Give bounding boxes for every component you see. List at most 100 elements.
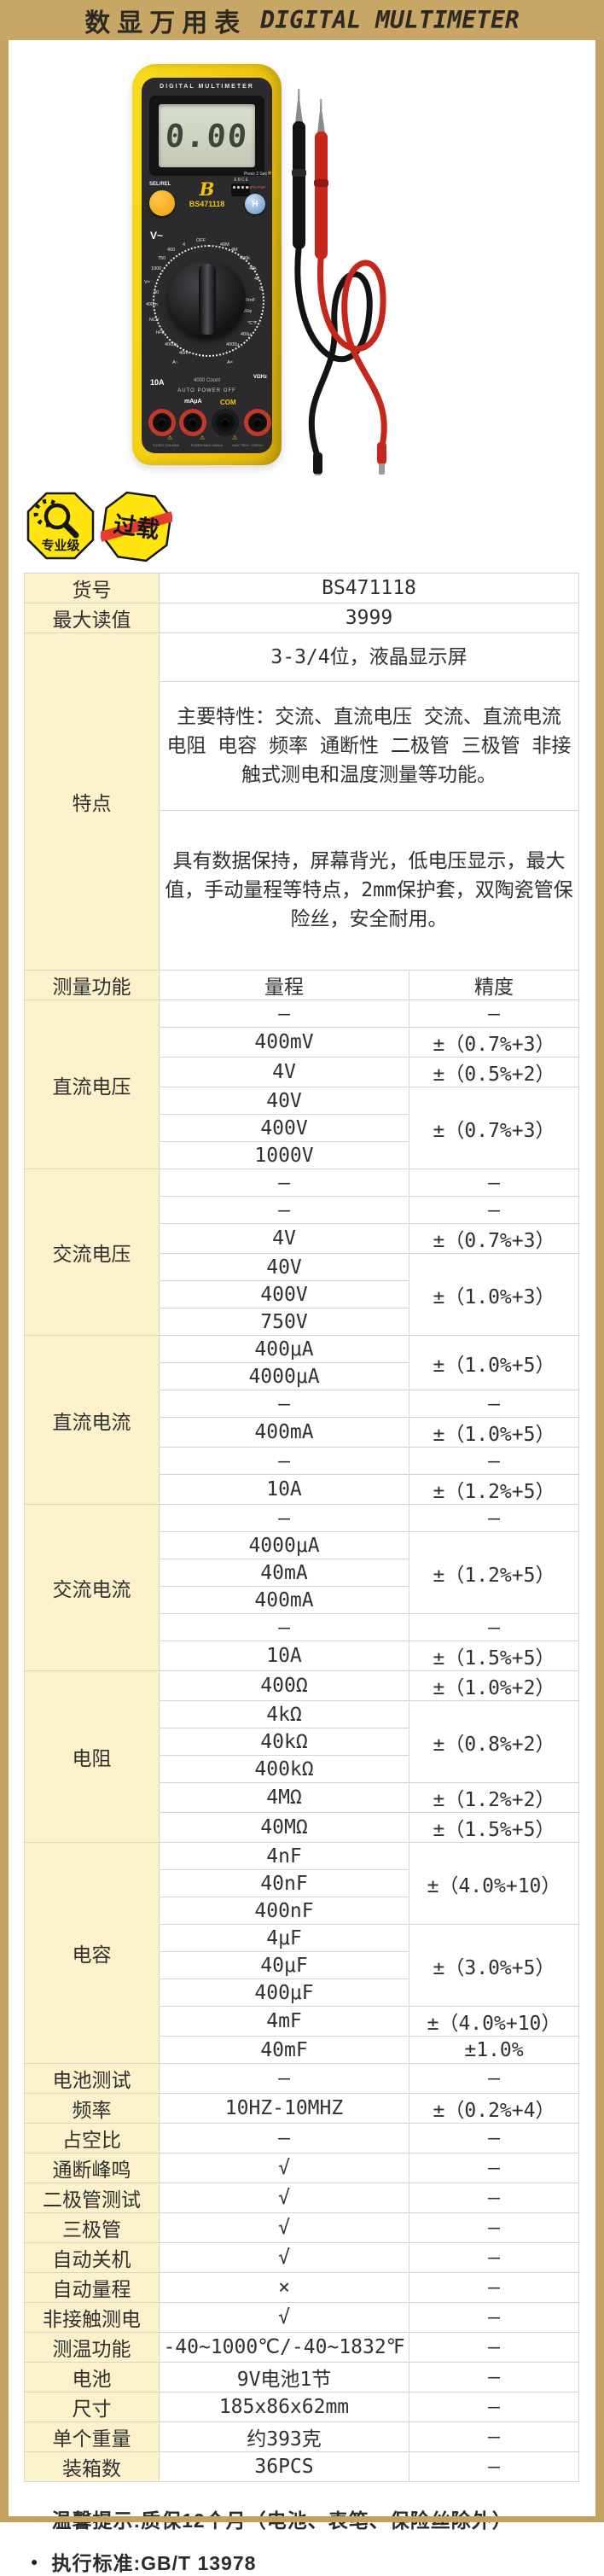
accuracy-cell: ±（1.0%+2） — [409, 1670, 579, 1701]
warning-icon: ⚠ — [200, 435, 206, 441]
spec-row: 400mA — [25, 1586, 579, 1614]
group-label: 电阻 — [24, 1670, 160, 1843]
warning-icon: ⚠ — [167, 435, 173, 441]
badges-row: 专业级 过载 — [26, 491, 604, 562]
accuracy-cell: – — [409, 2063, 579, 2094]
range-cell: 400nF — [159, 1897, 409, 1925]
spec-row: 交流电压 – – — [24, 1169, 579, 1336]
spec-row: 400kΩ — [25, 1755, 579, 1783]
accuracy-cell: – — [409, 2422, 579, 2452]
auto-power-off-label: AUTO POWER OFF — [177, 388, 236, 393]
spec-row: 4000μA — [25, 1362, 579, 1390]
accuracy-cell: ±（0.7%+3） — [409, 1027, 579, 1058]
accuracy-cell: – — [409, 1613, 579, 1641]
footer-note: ● 执行标准:GB/T 13978 — [31, 2547, 604, 2576]
note-text: 执行标准:GB/T 13978 — [51, 2552, 257, 2574]
page-header: 数显万用表 DIGITAL MULTIMETER — [0, 0, 604, 40]
range-cell: – — [159, 1000, 409, 1028]
warning-icon: ⚠ — [232, 435, 238, 441]
accuracy-cell: – — [409, 2212, 579, 2243]
info-value: 3999 — [159, 603, 579, 633]
spec-row: 40V ±（1.0%+3） — [25, 1253, 579, 1336]
brand-logo: B — [199, 178, 215, 200]
page-title-en: DIGITAL MULTIMETER — [260, 6, 520, 34]
dial-label: 400 — [167, 248, 176, 253]
dial-label: V= — [144, 280, 150, 285]
range-cell: 400V — [159, 1114, 409, 1142]
group-label: 通断峰鸣 — [24, 2153, 160, 2183]
range-cell: – — [159, 1504, 409, 1532]
rotary-dial-grip — [198, 264, 216, 335]
spec-row: – – — [25, 1613, 579, 1641]
group-label: 单个重量 — [24, 2422, 160, 2452]
accuracy-cell: – — [409, 1447, 579, 1475]
spec-row: 4kΩ ±（0.8%+2） — [25, 1700, 579, 1783]
npn-pnp-label: NPN PNP — [247, 185, 265, 189]
selrel-button-label: SEL/REL — [149, 182, 171, 187]
dial-label: 40m — [179, 351, 189, 356]
accuracy-cell: – — [409, 2302, 579, 2333]
feature-text: 3-3/4位，液晶显示屏 — [159, 632, 579, 682]
spec-row: 40MΩ ±（1.5%+5） — [25, 1812, 579, 1843]
spec-row: 非接触测电 √ – — [24, 2302, 579, 2333]
selrel-button — [149, 190, 175, 216]
spec-row: 频率 10HZ-10MHZ ±（0.2%+4） — [24, 2093, 579, 2124]
spec-row: 通断峰鸣 √ – — [24, 2153, 579, 2183]
spec-row: 400mA ±（1.0%+5） — [25, 1417, 579, 1448]
badge-professional: 专业级 — [26, 492, 95, 560]
dial-label: 750 — [158, 256, 166, 261]
spec-row: 自动关机 √ – — [24, 2242, 579, 2273]
range-cell: – — [159, 1196, 409, 1224]
accuracy-cell: – — [409, 2183, 579, 2213]
dial-label: 400k — [240, 256, 250, 261]
dial-label: 1000 — [151, 266, 162, 271]
jack-ma-label: mAμA — [184, 399, 202, 405]
dial-label: 4M — [231, 248, 238, 253]
spec-row: 400mV ±（0.7%+3） — [25, 1027, 579, 1058]
accuracy-cell: ±（1.5%+5） — [409, 1812, 579, 1843]
spec-row: 4V ±（0.7%+3） — [25, 1223, 579, 1254]
backlight-icon: ✳ — [267, 171, 272, 177]
accuracy-cell: – — [409, 2392, 579, 2422]
accuracy-cell: ±（1.0%+5） — [409, 1335, 579, 1390]
spec-row: 4μF ±（3.0%+5） — [25, 1924, 579, 2007]
dial-label: 40 — [154, 290, 160, 295]
jack-10a-label: 10A — [150, 378, 165, 387]
range-cell: – — [159, 1390, 409, 1418]
dial-label: OFF — [196, 238, 206, 243]
fine-print-text: FUSED 10A MAX — [152, 443, 180, 447]
right-gold-border — [595, 40, 604, 2522]
range-cell: 400Ω — [159, 1670, 409, 1701]
spec-row: 10A ±（1.5%+5） — [25, 1641, 579, 1671]
accuracy-cell: – — [409, 2123, 579, 2153]
model-number: BS471118 — [189, 200, 225, 208]
accuracy-cell: ±（1.2%+5） — [409, 1474, 579, 1505]
accuracy-cell: ±（1.0%+3） — [409, 1253, 579, 1336]
range-cell: 400kΩ — [159, 1755, 409, 1783]
transistor-socket — [231, 184, 250, 196]
accuracy-cell: – — [409, 1000, 579, 1028]
fine-print-text: FUSED MAX 400mA — [190, 443, 224, 447]
group-label: 尺寸 — [24, 2392, 160, 2422]
accuracy-cell: – — [409, 2242, 579, 2273]
accuracy-cell: ±（1.5%+5） — [409, 1641, 579, 1671]
dial-label: A~ — [172, 360, 178, 365]
range-cell: 400mA — [159, 1586, 409, 1614]
count-label: 4000 Count — [193, 378, 221, 383]
transistor-socket-label: EBCE — [234, 178, 249, 183]
spec-row: 4mF ±（4.0%+10） — [25, 2006, 579, 2037]
spec-row: 4000μA ±（1.2%+5） — [25, 1531, 579, 1614]
range-cell: 40nF — [159, 1869, 409, 1897]
fine-print-text: MAX 750V~ 1000V= — [232, 443, 264, 447]
bottom-gold-border — [0, 2516, 604, 2522]
dial-label: 40k — [249, 266, 257, 271]
lcd-reading: 0.00 — [164, 117, 250, 154]
vac-label: V~ — [150, 230, 164, 242]
spec-row: 40kΩ — [25, 1728, 579, 1756]
range-cell: 40mA — [159, 1559, 409, 1587]
dial-label: 4 — [183, 242, 186, 248]
col-header-range: 量程 — [159, 970, 409, 1000]
spec-row: 40nF — [25, 1869, 579, 1897]
range-cell: 4kΩ — [159, 1700, 409, 1728]
dial-label: 4000μ — [165, 342, 178, 347]
